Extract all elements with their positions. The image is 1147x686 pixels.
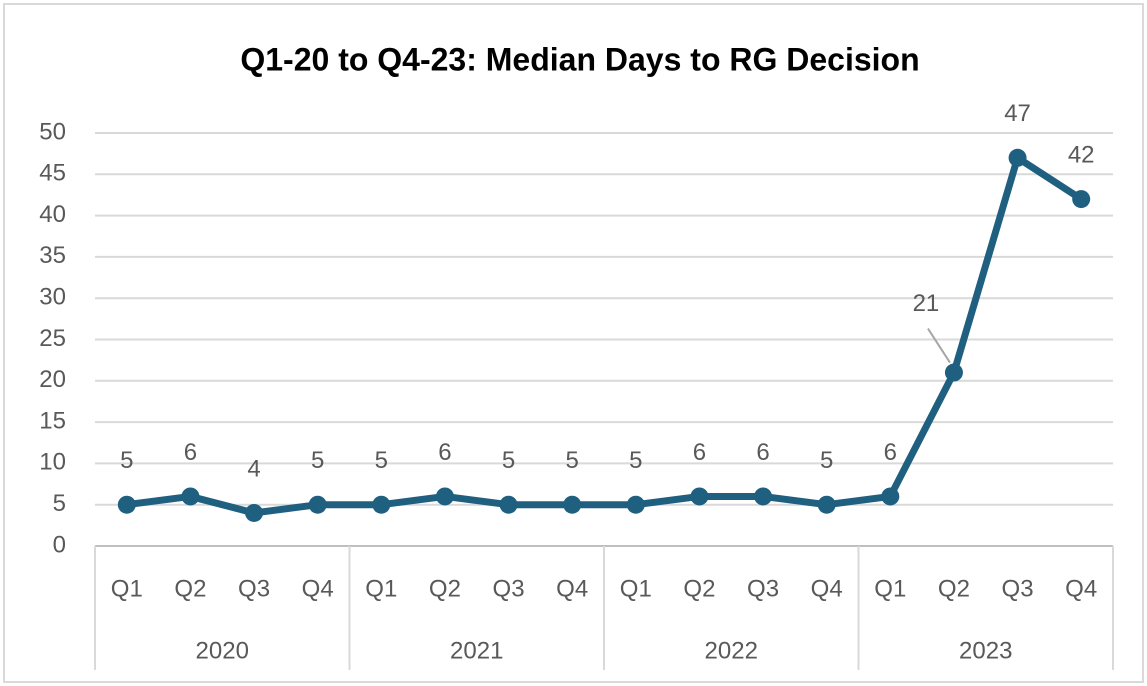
data-point xyxy=(117,495,136,514)
data-point xyxy=(308,495,327,514)
x-tick-label: Q2 xyxy=(938,575,970,602)
y-tick-label: 25 xyxy=(39,325,66,352)
data-point xyxy=(372,495,391,514)
x-tick-label: Q1 xyxy=(111,575,143,602)
data-label: 21 xyxy=(913,290,940,317)
x-tick-label: Q1 xyxy=(365,575,397,602)
x-tick-label: Q2 xyxy=(429,575,461,602)
chart-border xyxy=(3,3,1144,683)
line-series xyxy=(126,154,1084,517)
data-label: 6 xyxy=(184,439,197,466)
y-tick-label: 10 xyxy=(39,449,66,476)
data-point xyxy=(1008,148,1027,167)
data-label: 5 xyxy=(820,447,833,474)
y-tick-label: 50 xyxy=(39,118,66,145)
data-point xyxy=(1072,190,1091,209)
y-tick-label: 30 xyxy=(39,284,66,311)
x-tick-label: Q4 xyxy=(1065,575,1097,602)
x-tick-label: Q3 xyxy=(238,575,270,602)
data-point xyxy=(435,487,454,506)
y-tick-label: 45 xyxy=(39,160,66,187)
x-group-label: 2022 xyxy=(705,637,758,664)
x-tick-label: Q1 xyxy=(620,575,652,602)
data-point xyxy=(181,487,200,506)
y-tick-label: 40 xyxy=(39,201,66,228)
data-label: 6 xyxy=(884,439,897,466)
data-label: 6 xyxy=(438,439,451,466)
x-tick-label: Q3 xyxy=(493,575,525,602)
data-point xyxy=(626,495,645,514)
data-point xyxy=(754,487,773,506)
data-label: 5 xyxy=(502,447,515,474)
x-tick-label: Q4 xyxy=(811,575,843,602)
y-tick-label: 35 xyxy=(39,242,66,269)
chart-title: Q1-20 to Q4-23: Median Days to RG Decisi… xyxy=(240,41,919,77)
y-tick-label: 0 xyxy=(53,531,66,558)
data-point xyxy=(881,487,900,506)
data-label: 4 xyxy=(247,455,260,482)
x-group-label: 2023 xyxy=(959,637,1012,664)
x-tick-label: Q4 xyxy=(302,575,334,602)
y-tick-label: 20 xyxy=(39,366,66,393)
data-label: 5 xyxy=(120,447,133,474)
data-point xyxy=(944,363,963,382)
y-tick-label: 5 xyxy=(53,490,66,517)
data-point xyxy=(245,503,264,522)
x-group-label: 2021 xyxy=(450,637,503,664)
leader-line xyxy=(927,327,951,364)
x-tick-label: Q1 xyxy=(874,575,906,602)
data-label: 47 xyxy=(1004,100,1031,127)
data-label: 42 xyxy=(1068,141,1095,168)
data-point xyxy=(690,487,709,506)
data-point xyxy=(499,495,518,514)
data-label: 6 xyxy=(693,439,706,466)
data-label: 5 xyxy=(311,447,324,474)
data-label: 5 xyxy=(629,447,642,474)
x-tick-label: Q4 xyxy=(556,575,588,602)
x-tick-label: Q2 xyxy=(683,575,715,602)
data-label: 5 xyxy=(375,447,388,474)
x-group-label: 2020 xyxy=(196,637,249,664)
data-point xyxy=(563,495,582,514)
x-tick-label: Q3 xyxy=(747,575,779,602)
y-tick-label: 15 xyxy=(39,407,66,434)
x-tick-label: Q3 xyxy=(1002,575,1034,602)
data-point xyxy=(817,495,836,514)
data-label: 5 xyxy=(566,447,579,474)
x-tick-label: Q2 xyxy=(174,575,206,602)
data-label: 6 xyxy=(756,439,769,466)
